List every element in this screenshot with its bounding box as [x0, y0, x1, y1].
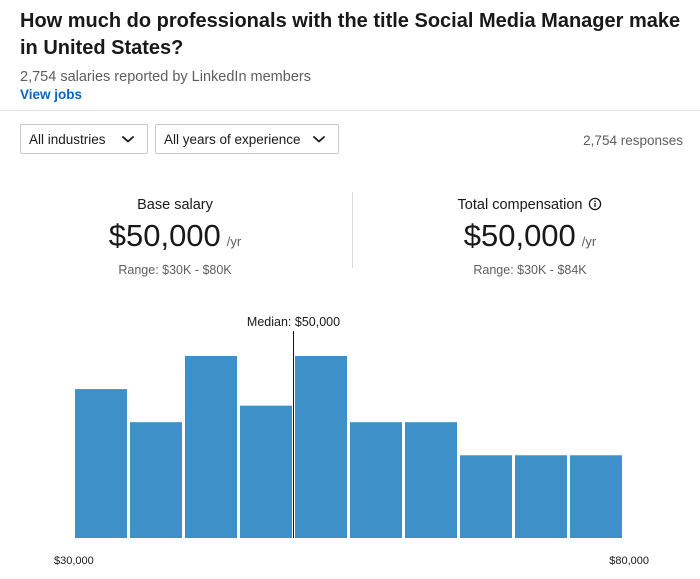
view-jobs-link[interactable]: View jobs	[20, 87, 83, 102]
industry-select-value: All industries	[29, 131, 106, 147]
histogram-bar	[515, 455, 567, 538]
histogram-bar	[240, 405, 292, 538]
base-salary-value: $50,000	[108, 218, 221, 253]
page-title: How much do professionals with the title…	[20, 10, 681, 59]
page-header: How much do professionals with the title…	[20, 8, 690, 104]
histogram-bar	[460, 455, 512, 538]
total-compensation-unit: /yr	[581, 234, 597, 249]
histogram-bar	[350, 422, 402, 538]
chevron-down-icon	[122, 136, 134, 143]
x-axis-min-label: $30,000	[54, 555, 94, 567]
histogram-bar	[75, 389, 127, 538]
histogram-bar	[405, 422, 457, 538]
base-salary-stat: Base salary $50,000/yr Range: $30K - $80…	[15, 196, 335, 277]
chevron-down-icon	[313, 136, 325, 143]
total-compensation-stat: Total compensation $50,000/yr Range: $30…	[370, 196, 690, 277]
histogram-bar	[295, 356, 347, 538]
median-label: Median: $50,000	[247, 315, 340, 329]
salary-count: 2,754 salaries reported by LinkedIn memb…	[20, 69, 311, 85]
histogram-bar	[130, 422, 182, 538]
header-divider	[0, 110, 700, 111]
experience-select-value: All years of experience	[164, 131, 301, 147]
total-compensation-range: Range: $30K - $84K	[473, 263, 587, 277]
salary-histogram: Median: $50,000 $30,000 $80,000	[54, 315, 649, 567]
total-compensation-value: $50,000	[463, 218, 576, 253]
base-salary-unit: /yr	[226, 234, 242, 249]
stat-divider	[352, 192, 353, 268]
histogram-bar	[185, 356, 237, 538]
industry-select[interactable]: All industries	[20, 124, 148, 154]
info-icon[interactable]	[588, 197, 602, 211]
base-salary-label: Base salary	[137, 197, 213, 213]
responses-count: 2,754 responses	[583, 133, 683, 148]
base-salary-range: Range: $30K - $80K	[118, 263, 232, 277]
total-compensation-label: Total compensation	[457, 197, 583, 213]
x-axis-max-label: $80,000	[609, 555, 649, 567]
experience-select[interactable]: All years of experience	[155, 124, 339, 154]
histogram-bar	[570, 455, 622, 538]
